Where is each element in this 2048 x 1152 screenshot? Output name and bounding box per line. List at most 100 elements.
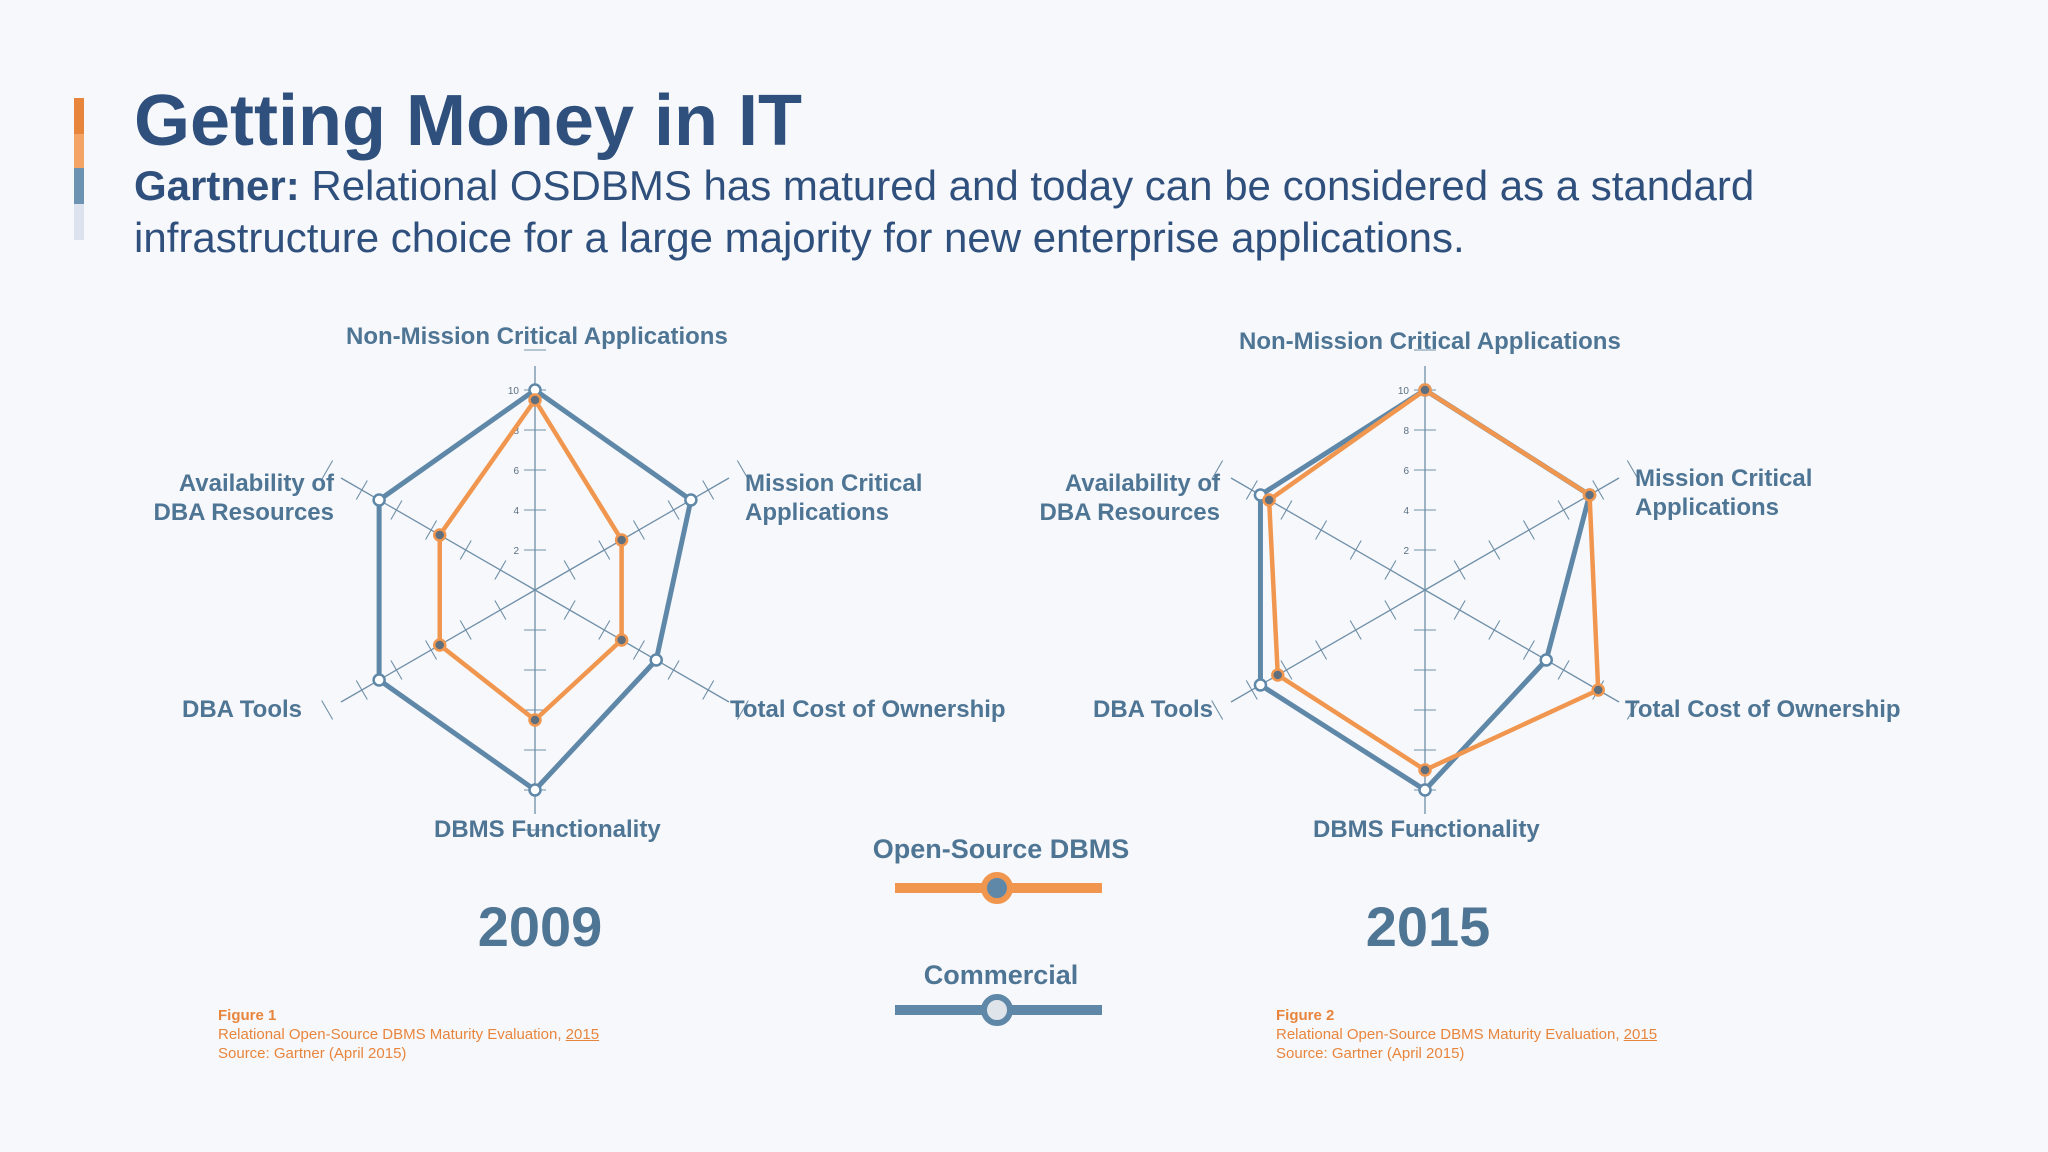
open-source-data-point [614, 633, 629, 647]
chart2-year-label: 2015 [1365, 895, 1491, 958]
radar-tick-mark [459, 620, 472, 640]
radar-tick-mark [1522, 640, 1535, 660]
radar-tick-mark [1245, 680, 1258, 700]
radar-tick-mark [1245, 480, 1258, 500]
accent-bar-segment-2 [74, 134, 84, 168]
open-source-data-point [1591, 683, 1605, 697]
radar-tick-mark [1349, 620, 1362, 640]
chart2-axis-label-availability-line2: DBA Resources [1039, 499, 1220, 526]
radar-tick-mark [1592, 480, 1605, 500]
chart2-caption-title: Relational Open-Source DBMS Maturity Eva… [1276, 1025, 1657, 1044]
commercial-data-point [649, 653, 663, 667]
radar-tick-mark [425, 640, 438, 660]
radar-tick-mark [1488, 620, 1501, 640]
legend-label-open-source: Open-Source DBMS [872, 834, 1130, 864]
open-source-data-point [1418, 763, 1432, 777]
chart2-caption-figure: Figure 2 [1276, 1007, 1335, 1024]
open-source-data-point [1418, 383, 1432, 397]
radar-tick-mark [1557, 660, 1570, 680]
open-source-data-point [528, 713, 542, 727]
radar-tick-mark [598, 620, 611, 640]
chart2-axis-label-availability: Availability of DBA Resources [1026, 469, 1220, 527]
radar-tick-mark [321, 460, 334, 480]
open-source-data-point [432, 528, 447, 542]
radar-tick-mark [1315, 520, 1328, 540]
chart2-axis-label-non-mission-critical: Non-Mission Critical Applications [1239, 328, 1621, 355]
radar-tick-label: 4 [1403, 506, 1409, 517]
chart1-axis-label-mission-critical-line1: Mission Critical [745, 470, 923, 497]
legend-commercial-marker [981, 994, 1013, 1026]
radar-tick-mark [494, 560, 507, 580]
chart2-axis-label-mission-critical: Mission Critical Applications [1635, 464, 1812, 522]
chart1-caption-source: Source: Gartner (April 2015) [218, 1045, 407, 1062]
chart1-axis-label-dbms-functionality: DBMS Functionality [434, 816, 661, 843]
open-source-data-point [1271, 668, 1285, 682]
chart2-axis-label-mission-critical-line2: Applications [1635, 494, 1780, 521]
radar-tick-mark [1315, 640, 1328, 660]
radar-tick-mark [321, 700, 334, 720]
open-source-data-point [1582, 488, 1597, 502]
radar-tick-label: 10 [508, 386, 520, 397]
radar-tick-mark [1280, 660, 1293, 680]
open-source-data-point [1262, 493, 1276, 507]
radar-tick-label: 6 [513, 466, 519, 477]
chart1-axis-label-availability-line1: Availability of [178, 470, 334, 497]
radar-tick-label: 2 [513, 546, 519, 557]
accent-bar-segment-1 [74, 98, 84, 134]
open-source-series-polygon [1266, 387, 1601, 773]
chart2-axis-label-mission-critical-line1: Mission Critical [1635, 465, 1813, 492]
open-source-data-point [614, 533, 629, 547]
commercial-data-point [684, 493, 698, 507]
commercial-data-point [372, 673, 386, 687]
radar-axis-line [1424, 589, 1620, 703]
radar-tick-mark [1211, 700, 1224, 720]
radar-tick-mark [1349, 540, 1362, 560]
chart1-caption-link[interactable]: 2015 [565, 1026, 600, 1043]
radar-tick-mark [390, 500, 403, 520]
radar-tick-mark [355, 480, 368, 500]
radar-tick-mark [1384, 560, 1397, 580]
chart2-axis-label-availability-line1: Availability of [1064, 470, 1220, 497]
accent-bar-segment-3 [74, 168, 84, 204]
subtitle-text: Relational OSDBMS has matured and today … [134, 162, 1755, 261]
radar-chart-2015: 2 4 6 8 10 [1211, 349, 1639, 831]
open-source-series-polygon [437, 397, 624, 723]
radar-tick-label: 8 [513, 426, 519, 437]
radar-tick-label: 8 [1403, 426, 1409, 437]
radar-tick-mark [563, 560, 576, 580]
radar-tick-mark [736, 460, 749, 480]
legend-open-source-marker [981, 872, 1013, 904]
radar-tick-label: 4 [513, 506, 519, 517]
chart2-caption: Figure 2 Relational Open-Source DBMS Mat… [1276, 1006, 1657, 1063]
chart1-axis-label-total-cost: Total Cost of Ownership [730, 696, 1006, 723]
chart1-axis-label-availability-line2: DBA Resources [153, 499, 334, 526]
chart1-axis-label-non-mission-critical: Non-Mission Critical Applications [346, 323, 728, 350]
radar-tick-mark [425, 520, 438, 540]
radar-tick-mark [355, 680, 368, 700]
chart2-caption-source: Source: Gartner (April 2015) [1276, 1045, 1465, 1062]
chart1-axis-label-availability: Availability of DBA Resources [140, 469, 334, 527]
radar-tick-mark [702, 480, 715, 500]
radar-tick-mark [1211, 460, 1224, 480]
radar-tick-mark [1557, 500, 1570, 520]
chart1-caption: Figure 1 Relational Open-Source DBMS Mat… [218, 1006, 599, 1063]
chart1-axis-label-mission-critical-line2: Applications [745, 499, 890, 526]
chart1-axis-label-dba-tools: DBA Tools [182, 696, 302, 723]
radar-tick-mark [1626, 460, 1639, 480]
radar-tick-mark [1280, 500, 1293, 520]
chart2-caption-link[interactable]: 2015 [1623, 1026, 1658, 1043]
radar-tick-mark [563, 600, 576, 620]
chart2-axis-label-dba-tools: DBA Tools [1093, 696, 1213, 723]
chart2-axis-label-dbms-functionality: DBMS Functionality [1313, 816, 1540, 843]
radar-tick-mark [736, 700, 749, 720]
radar-tick-mark [1522, 520, 1535, 540]
radar-axis-line [534, 477, 730, 591]
commercial-data-point [1418, 783, 1432, 797]
radar-tick-mark [1626, 700, 1639, 720]
legend-graphics [895, 872, 1102, 1026]
accent-bar-segment-4 [74, 204, 84, 240]
radar-tick-mark [1453, 560, 1466, 580]
radar-tick-mark [632, 520, 645, 540]
chart1-axis-label-mission-critical: Mission Critical Applications [745, 469, 922, 527]
